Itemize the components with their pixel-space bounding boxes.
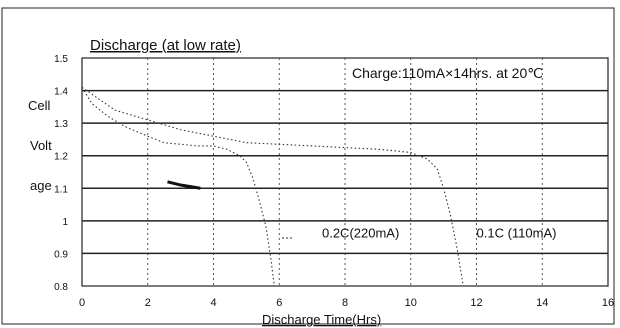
series-line-1: [81, 86, 464, 287]
x-axis-label: Discharge Time(Hrs): [262, 312, 381, 327]
x-tick-label: 10: [405, 297, 417, 309]
x-tick-label: 6: [276, 297, 282, 309]
chart-title: Discharge (at low rate): [90, 37, 241, 54]
series-label-0-2c: 0.2C(220mA): [322, 226, 399, 241]
y-tick-label: 1.5: [54, 54, 68, 65]
chart-frame: [1, 7, 615, 325]
x-tick-label: 2: [145, 297, 151, 309]
x-tick-label: 0: [79, 297, 85, 309]
curve-marker: [167, 180, 201, 190]
y-tick-label: 1.2: [54, 152, 68, 163]
y-tick-labels: 0.8 0.9 1 1.1 1.2 1.3 1.4 1.5: [54, 54, 68, 293]
grid: [82, 58, 608, 286]
series-line-0: [81, 87, 275, 287]
y-tick-label: 0.8: [54, 282, 68, 293]
y-tick-label: 1.3: [54, 119, 68, 130]
y-axis-label-line2: Volt: [30, 138, 52, 153]
y-axis-label-line1: Cell: [28, 98, 51, 113]
y-axis-label-line3: age: [30, 178, 52, 193]
y-tick-label: 1.4: [54, 87, 68, 98]
y-tick-label: 0.9: [54, 249, 68, 260]
x-tick-labels: 0 2 4 6 8 10 12 14 16: [79, 297, 614, 309]
x-tick-label: 12: [470, 297, 482, 309]
x-tick-label: 14: [536, 297, 548, 309]
y-tick-label: 1.1: [54, 184, 68, 195]
series-layer: [81, 86, 464, 287]
y-tick-label: 1: [62, 217, 68, 228]
x-tick-label: 8: [342, 297, 348, 309]
x-tick-label: 16: [602, 297, 614, 309]
x-tick-label: 4: [210, 297, 216, 309]
plot-area: [81, 57, 609, 287]
series-label-0-1c: 0.1C (110mA): [477, 226, 557, 241]
charge-condition-label: Charge:110mA×14hrs. at 20℃: [352, 65, 543, 81]
